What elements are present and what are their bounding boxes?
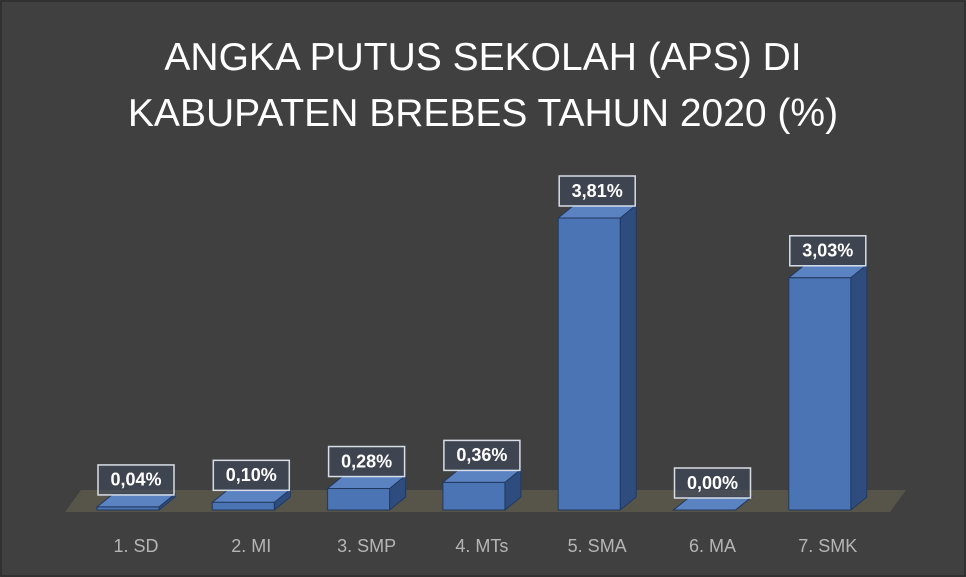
- value-label-box: [673, 467, 752, 499]
- value-label: 0,28%: [341, 451, 392, 471]
- bar: [556, 203, 638, 512]
- bar: [672, 496, 753, 511]
- x-tick-label: 5. SMA: [568, 536, 627, 556]
- bar-side: [850, 263, 868, 512]
- bar-front: [557, 217, 621, 511]
- bar: [326, 474, 408, 512]
- value-label: 3,81%: [572, 181, 623, 201]
- x-tick-label: 1. SD: [113, 536, 158, 556]
- bar-front: [96, 506, 160, 511]
- value-label: 0,00%: [687, 473, 738, 493]
- chart-title: ANGKA PUTUS SEKOLAH (APS) DI KABUPATEN B…: [127, 36, 839, 135]
- value-label-box: [327, 445, 406, 478]
- value-label-box: [443, 439, 521, 472]
- bar-front: [211, 501, 275, 511]
- bar-front: [327, 488, 391, 511]
- x-tick-label: 4. MTs: [455, 536, 508, 556]
- bar-front: [788, 277, 852, 511]
- value-label: 3,03%: [802, 241, 853, 261]
- value-label: 0,10%: [226, 465, 277, 485]
- x-tick-label: 6. MA: [689, 536, 736, 556]
- x-tick-label: 7. SMK: [798, 536, 857, 556]
- bar-side: [619, 203, 637, 512]
- x-tick-label: 3. SMP: [337, 536, 396, 556]
- x-tick-label: 2. MI: [231, 536, 271, 556]
- value-label: 0,04%: [110, 470, 161, 490]
- value-label-box: [789, 235, 867, 267]
- bar: [441, 468, 523, 512]
- value-label-box: [558, 175, 636, 207]
- bar: [787, 263, 869, 512]
- value-label-box: [212, 459, 291, 492]
- bar: [210, 488, 292, 512]
- value-label-box: [97, 464, 175, 496]
- value-label: 0,36%: [456, 445, 507, 465]
- bar-top: [672, 496, 753, 511]
- bar: [95, 492, 177, 512]
- bar-front: [442, 481, 506, 511]
